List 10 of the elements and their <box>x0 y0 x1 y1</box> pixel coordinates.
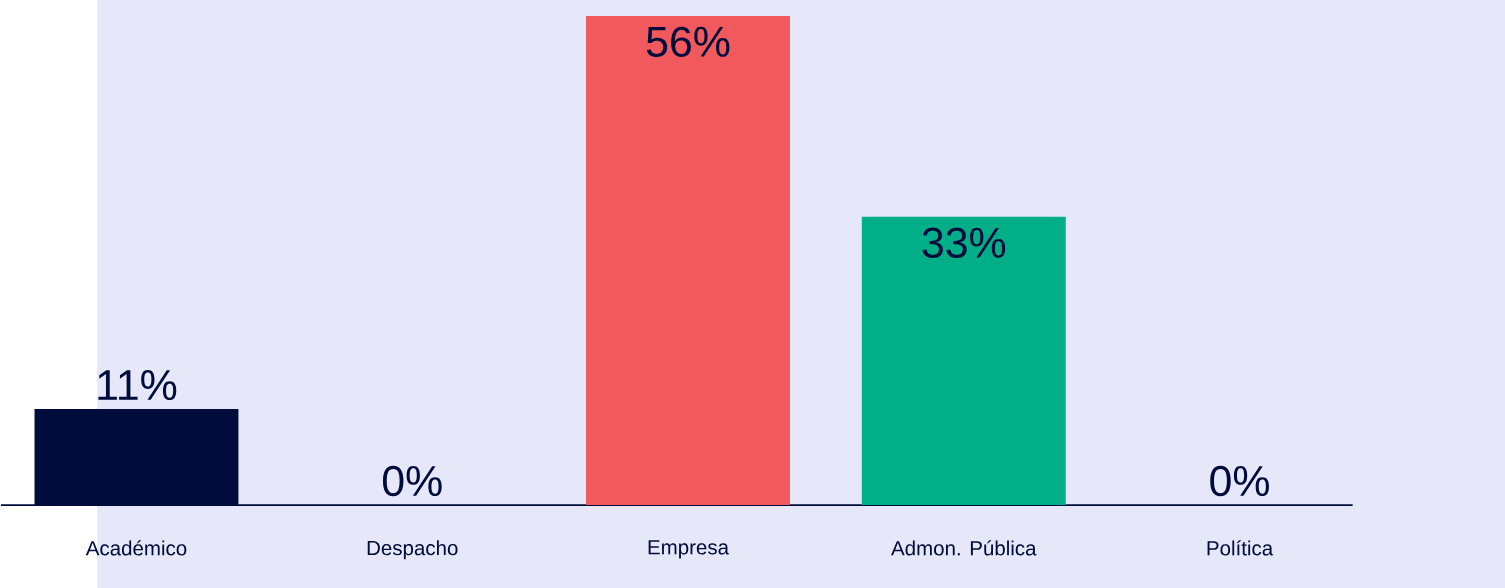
data-label: 11% <box>98 369 177 400</box>
data-label: 0% <box>382 465 442 497</box>
x-tick-label: Admon. Pública <box>891 540 1037 556</box>
data-label: 56% <box>646 26 730 57</box>
x-tick-label: Política <box>1207 540 1274 556</box>
data-label: 33% <box>922 227 1006 258</box>
x-tick-label: Empresa <box>648 540 730 559</box>
data-label: 0% <box>1210 465 1269 497</box>
x-tick-label: Despacho <box>367 540 458 560</box>
x-tick-label: Académico <box>85 540 187 556</box>
